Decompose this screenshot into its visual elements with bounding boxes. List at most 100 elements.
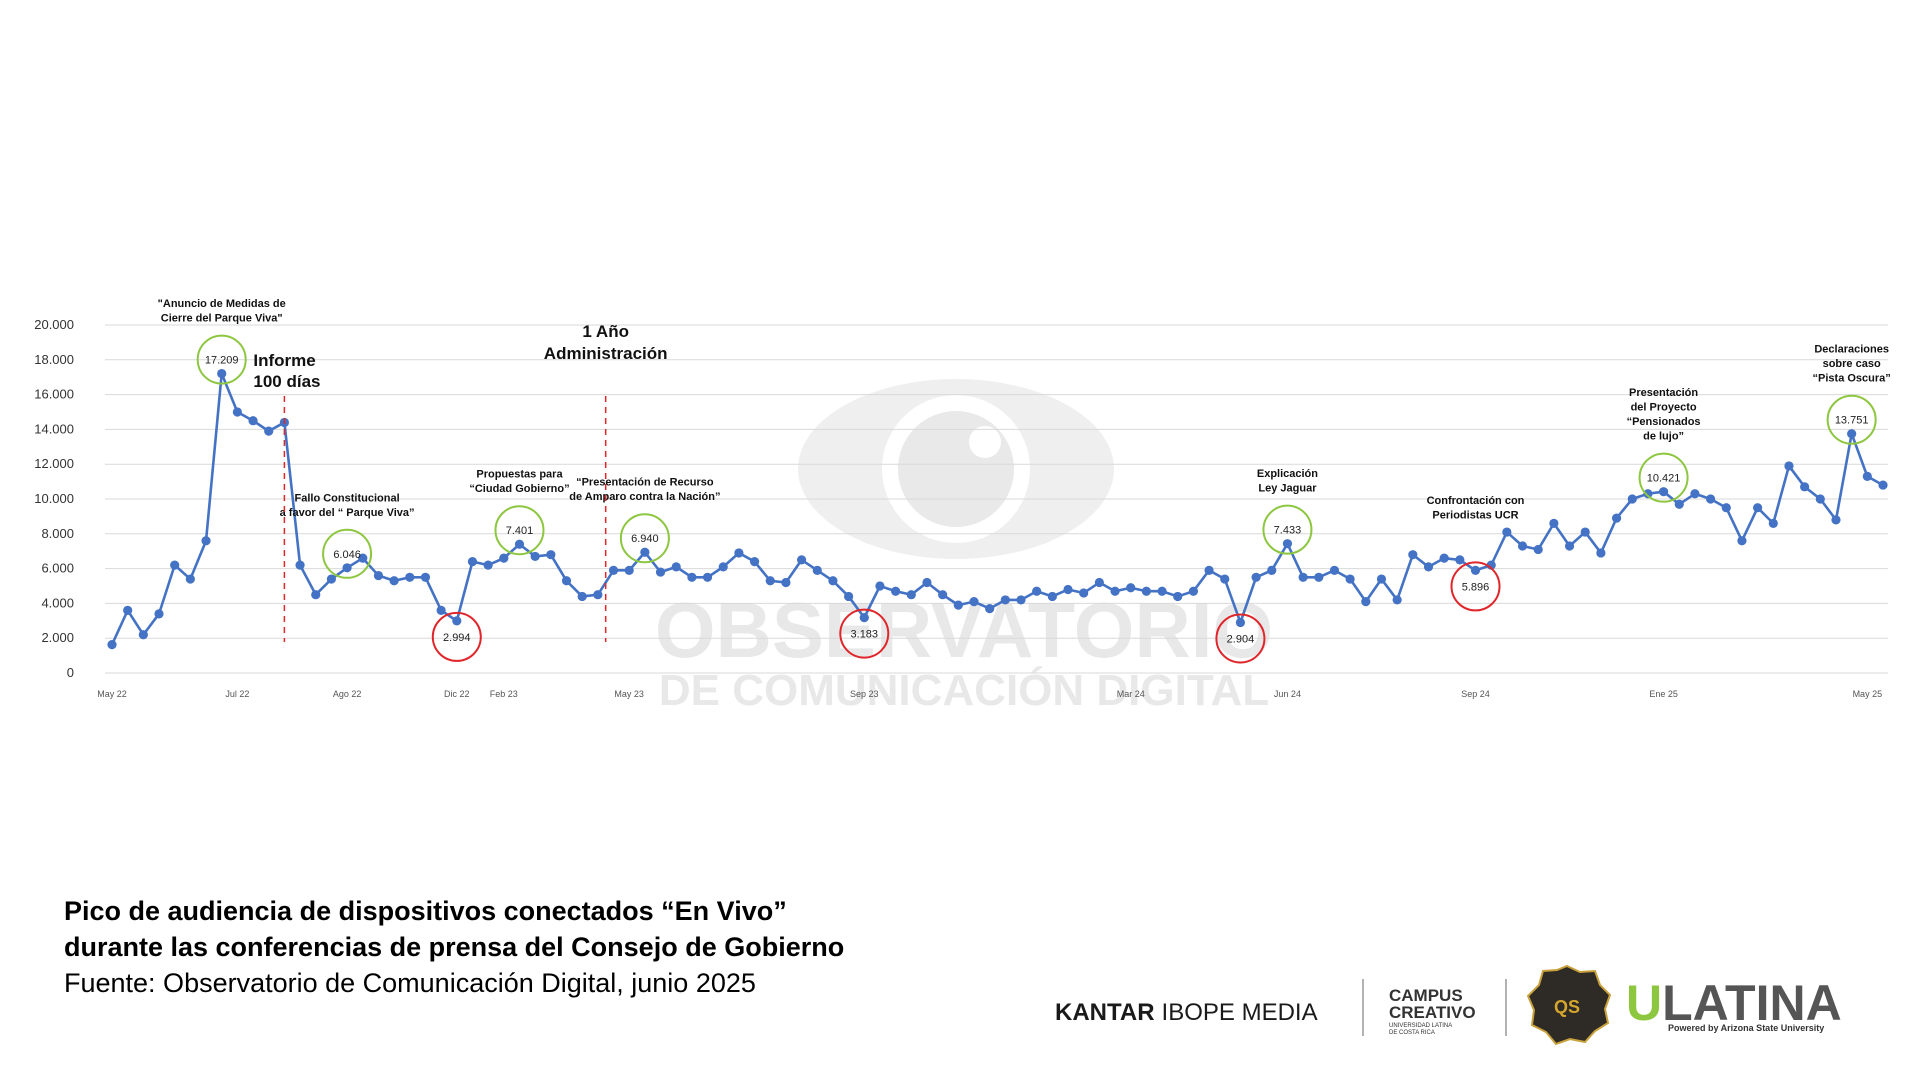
data-point xyxy=(420,572,431,582)
x-tick-label: Jun 24 xyxy=(1274,689,1301,699)
data-point xyxy=(1596,548,1606,558)
event-annotation: del Proyecto xyxy=(1631,402,1697,414)
event-annotation: "Anuncio de Medidas de xyxy=(158,298,286,310)
data-point xyxy=(326,574,337,584)
highlight-circle xyxy=(1215,613,1266,664)
data-point xyxy=(1016,595,1026,605)
data-point xyxy=(687,572,697,582)
campus-logo: CAMPUS xyxy=(1389,986,1463,1005)
event-annotation: Ley Jaguar xyxy=(1258,483,1317,495)
kantar-word: IBOPE MEDIA xyxy=(1162,999,1318,1026)
event-annotation: Periodistas UCR xyxy=(1432,509,1518,521)
event-annotation: de Amparo contra la Nación” xyxy=(569,491,720,503)
y-tick-label: 20.000 xyxy=(34,317,74,332)
data-point xyxy=(1800,482,1810,492)
highlight-circle xyxy=(322,528,373,579)
data-point xyxy=(1204,565,1214,575)
data-point xyxy=(1549,518,1559,528)
campus-logo-small: DE COSTA RICA xyxy=(1389,1030,1435,1036)
data-point xyxy=(1831,515,1841,525)
highlight-circle xyxy=(839,608,890,659)
y-tick-label: 2.000 xyxy=(41,630,74,645)
data-point xyxy=(248,416,258,426)
data-point xyxy=(1126,583,1136,593)
event-annotation: Confrontación con xyxy=(1427,495,1525,507)
highlight-circle xyxy=(196,334,247,385)
data-point xyxy=(1737,536,1747,546)
y-tick-label: 4.000 xyxy=(41,595,74,610)
data-point xyxy=(452,616,462,626)
data-point xyxy=(1392,595,1402,605)
data-point xyxy=(1032,586,1042,596)
data-point xyxy=(1533,544,1543,555)
data-point xyxy=(1000,595,1010,605)
data-point xyxy=(389,576,399,586)
data-label: 6.046 xyxy=(333,549,361,561)
data-point xyxy=(1439,553,1449,563)
y-tick-label: 8.000 xyxy=(41,526,74,541)
event-annotation: Explicación xyxy=(1257,468,1318,480)
watermark-highlight xyxy=(969,426,1001,458)
highlight-circle xyxy=(1450,561,1501,612)
data-point xyxy=(1862,471,1872,481)
data-point xyxy=(1517,541,1528,551)
data-point xyxy=(624,565,634,575)
data-point xyxy=(1361,597,1371,607)
highlight-circle xyxy=(1262,504,1313,555)
data-point xyxy=(577,591,587,602)
data-point xyxy=(358,553,368,563)
data-point xyxy=(859,613,869,623)
milestone-label: 100 días xyxy=(253,372,320,391)
y-tick-label: 0 xyxy=(67,665,74,680)
data-point xyxy=(875,581,885,591)
data-point xyxy=(812,565,822,575)
highlight-circle xyxy=(619,513,670,564)
watermark-pupil xyxy=(898,411,1014,527)
data-point xyxy=(264,426,274,436)
x-tick-label: May 23 xyxy=(614,689,644,699)
highlight-circle xyxy=(1826,394,1877,445)
event-annotation: Cierre del Parque Viva" xyxy=(161,313,283,325)
data-point xyxy=(671,562,681,572)
data-point xyxy=(185,574,195,584)
event-annotation: a favor del “ Parque Viva” xyxy=(280,507,415,519)
data-label: 10.421 xyxy=(1647,473,1681,485)
event-annotation: Propuestas para xyxy=(476,469,563,481)
data-label: 2.994 xyxy=(443,632,471,644)
data-point xyxy=(1847,429,1857,439)
event-annotation: “Pista Oscura” xyxy=(1813,373,1891,385)
data-point xyxy=(138,630,148,640)
event-annotation: “Ciudad Gobierno” xyxy=(469,483,569,495)
qs-badge xyxy=(1526,964,1612,1046)
data-point xyxy=(828,576,838,586)
data-point xyxy=(311,590,321,600)
data-label: 2.904 xyxy=(1227,633,1255,645)
milestone-label: Administración xyxy=(544,344,668,363)
data-point xyxy=(969,597,979,607)
event-annotation: sobre caso xyxy=(1823,358,1881,370)
data-label: 17.209 xyxy=(205,355,239,367)
y-tick-label: 6.000 xyxy=(41,561,74,576)
event-annotation: de lujo” xyxy=(1643,431,1684,443)
data-point xyxy=(1658,487,1669,497)
event-annotation: “Presentación de Recurso xyxy=(576,477,714,489)
event-annotation: “Pensionados xyxy=(1627,416,1701,428)
data-label: 7.401 xyxy=(506,525,534,537)
data-point xyxy=(217,368,227,379)
data-label: 5.896 xyxy=(1462,581,1490,593)
data-point xyxy=(796,555,807,565)
x-tick-label: Jul 22 xyxy=(225,689,249,699)
footer-title: Pico de audiencia de dispositivos conect… xyxy=(64,896,787,926)
data-point xyxy=(938,590,948,600)
y-tick-label: 16.000 xyxy=(34,387,74,402)
data-point xyxy=(483,560,493,570)
data-point xyxy=(1455,555,1465,565)
highlight-circle xyxy=(431,611,482,662)
data-point xyxy=(561,576,572,586)
data-point xyxy=(1376,574,1387,584)
data-point xyxy=(749,557,760,567)
data-point xyxy=(1282,539,1293,549)
data-point xyxy=(608,565,619,575)
